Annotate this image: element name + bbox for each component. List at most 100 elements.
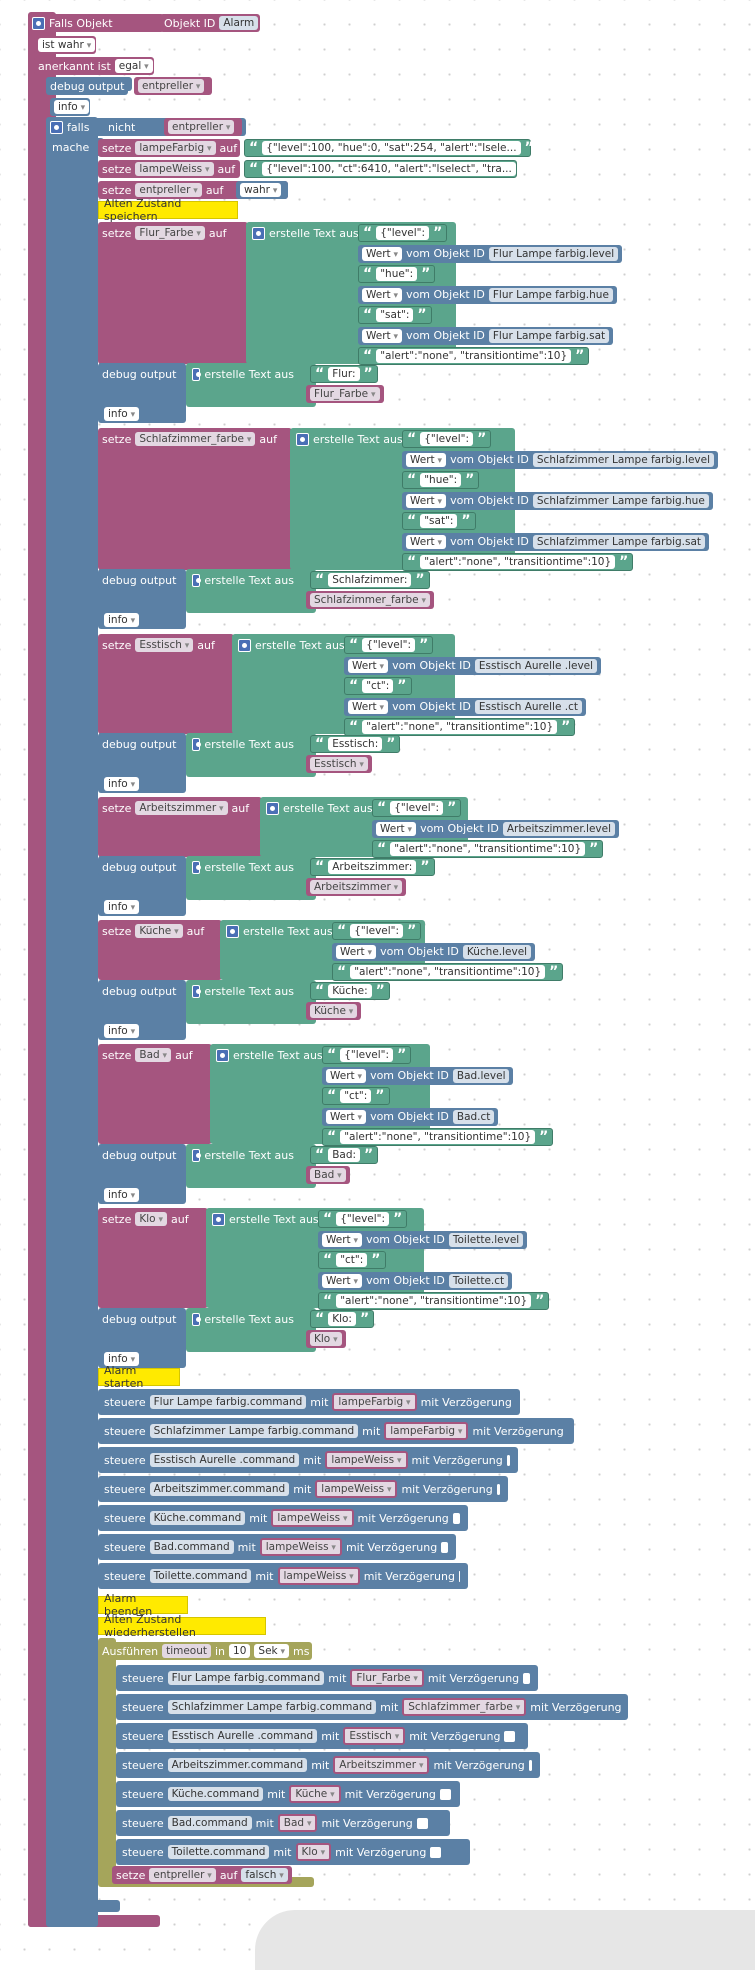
control-row[interactable]: steuere Arbeitszimmer.command mit lampeWeis… — [100, 1480, 504, 1498]
text-value[interactable]: {"level":100, "ct":6410, "alert":"lselec… — [262, 162, 516, 176]
text-value[interactable]: Flur: — [328, 367, 360, 381]
info-dropdown[interactable]: info — [54, 100, 90, 114]
set-variable-header[interactable]: setzeArbeitszimmerauf — [98, 799, 260, 817]
mache-row[interactable]: mache — [48, 138, 104, 156]
text-literal[interactable]: “{"level":” — [344, 636, 434, 654]
gear-icon[interactable] — [192, 737, 202, 751]
value-dropdown[interactable]: Wert — [348, 699, 389, 714]
debug-info-row[interactable]: info — [100, 405, 140, 423]
set-variable-block[interactable]: setzeentprellerauffalsch — [112, 1866, 292, 1884]
text-literal[interactable]: “{"level":” — [322, 1046, 412, 1064]
variable-dropdown[interactable]: Flur_Farbe — [310, 387, 380, 401]
create-text-header[interactable]: erstelle Text aus — [212, 1046, 342, 1064]
info-dropdown[interactable]: info — [104, 613, 140, 627]
timeout-value[interactable]: 10 — [229, 1644, 251, 1658]
variable-dropdown[interactable]: Esstisch — [135, 638, 194, 652]
set-variable-header[interactable]: setzeKloauf — [98, 1210, 206, 1228]
control-row[interactable]: steuere Schlafzimmer Lampe farbig.command… — [100, 1422, 570, 1440]
object-id-field[interactable]: Bad.level — [452, 1068, 510, 1083]
delay-checkbox[interactable] — [458, 1570, 460, 1582]
text-value[interactable]: "sat": — [420, 514, 458, 528]
control-row[interactable]: steuere Flur Lampe farbig.command mit Flur_… — [118, 1669, 534, 1687]
control-row[interactable]: steuere Esstisch Aurelle .command mit lampe… — [100, 1451, 514, 1469]
value-dropdown[interactable]: Wert — [362, 246, 403, 261]
create-text-header[interactable]: erstelle Text aus — [188, 982, 298, 1000]
delay-checkbox[interactable] — [430, 1846, 442, 1858]
variable-dropdown[interactable]: Klo — [310, 1332, 342, 1346]
debug-info-row[interactable]: info — [100, 775, 140, 793]
text-literal[interactable]: “Klo:” — [310, 1310, 375, 1328]
comment-block[interactable]: Alten Zustand wiederherstellen — [98, 1613, 266, 1639]
delay-checkbox[interactable] — [496, 1483, 500, 1495]
variable-dropdown[interactable]: lampeWeiss — [271, 1509, 354, 1527]
if-block-spine[interactable] — [46, 117, 98, 1927]
create-text-header[interactable]: erstelle Text aus — [188, 1310, 298, 1328]
variable-dropdown[interactable]: Arbeitszimmer — [333, 1756, 430, 1774]
gear-icon[interactable] — [192, 1312, 202, 1326]
delay-checkbox[interactable] — [416, 1817, 428, 1829]
delay-checkbox[interactable] — [439, 1788, 451, 1800]
text-value[interactable]: "alert":"none", "transitiontime":10} — [340, 1130, 536, 1144]
value-dropdown[interactable]: Wert — [406, 452, 447, 467]
set-variable-block[interactable]: setzelampeFarbigauf — [98, 139, 240, 157]
object-id-field[interactable]: Bad.command — [149, 1540, 234, 1554]
create-text-header[interactable]: erstelle Text aus — [248, 224, 378, 242]
value-dropdown[interactable]: Wert — [326, 1068, 367, 1083]
text-value[interactable]: {"level": — [340, 1048, 394, 1062]
bool-dropdown[interactable]: wahr — [240, 183, 282, 197]
variable-dropdown[interactable]: lampeWeiss — [325, 1451, 408, 1469]
object-id-field[interactable]: Küche.command — [149, 1511, 246, 1525]
text-value[interactable]: Küche: — [328, 984, 372, 998]
ack-row[interactable]: anerkannt ist egal — [34, 57, 154, 75]
object-id-field[interactable]: Bad.ct — [452, 1109, 495, 1124]
text-literal[interactable]: “Esstisch:” — [310, 735, 401, 753]
info-dropdown[interactable]: info — [104, 777, 140, 791]
delay-checkbox[interactable] — [523, 1672, 530, 1684]
variable-dropdown[interactable]: Bad — [277, 1814, 318, 1832]
value-dropdown[interactable]: Wert — [322, 1273, 363, 1288]
gear-icon[interactable] — [216, 1048, 229, 1062]
condition-row[interactable]: ist wahr — [34, 36, 96, 54]
variable-value[interactable]: Esstisch — [306, 755, 372, 773]
text-value[interactable]: "ct": — [336, 1253, 368, 1267]
comment-block[interactable]: Alarm starten — [98, 1364, 180, 1390]
variable-dropdown[interactable]: lampeWeiss — [277, 1567, 360, 1585]
text-literal[interactable]: “"ct":” — [322, 1087, 390, 1105]
text-value[interactable]: Klo: — [328, 1312, 356, 1326]
delay-checkbox[interactable] — [504, 1730, 516, 1742]
comment-block[interactable]: Alten Zustand speichern — [98, 197, 238, 223]
text-value[interactable]: {"level":100, "hue":0, "sat":254, "alert… — [262, 141, 521, 155]
variable-value[interactable]: Flur_Farbe — [306, 385, 384, 403]
text-value[interactable]: "alert":"none", "transitiontime":10} — [420, 555, 616, 569]
debug-output-row[interactable]: debug output — [46, 77, 128, 95]
text-value[interactable]: Arbeitszimmer: — [328, 860, 417, 874]
ack-dropdown[interactable]: egal — [114, 59, 153, 73]
control-row[interactable]: steuere Flur Lampe farbig.command mit lampe… — [100, 1393, 516, 1411]
create-text-header[interactable]: erstelle Text aus — [188, 365, 298, 383]
text-literal[interactable]: “"alert":"none", "transitiontime":10}” — [358, 347, 590, 365]
text-value[interactable]: {"level": — [420, 432, 474, 446]
variable-dropdown[interactable]: lampeWeiss — [259, 1538, 342, 1556]
text-literal[interactable]: “"alert":"none", "transitiontime":10}” — [332, 963, 564, 981]
text-value[interactable]: "ct": — [362, 679, 394, 693]
debug-info-row[interactable]: info — [100, 1350, 140, 1368]
debug-info-row[interactable]: info — [100, 611, 140, 629]
set-variable-block[interactable] — [98, 428, 292, 570]
object-id-field[interactable]: Arbeitszimmer.command — [149, 1482, 290, 1496]
text-literal[interactable]: “"hue":” — [402, 471, 480, 489]
info-dropdown[interactable]: info — [104, 1188, 140, 1202]
object-id-field[interactable]: Schlafzimmer Lampe farbig.command — [167, 1700, 377, 1714]
set-variable-header[interactable]: setzeBadauf — [98, 1046, 210, 1064]
text-literal[interactable]: “"alert":"none", "transitiontime":10}” — [372, 840, 604, 858]
timeout-name[interactable]: timeout — [162, 1644, 211, 1658]
create-text-header[interactable]: erstelle Text aus — [188, 735, 298, 753]
